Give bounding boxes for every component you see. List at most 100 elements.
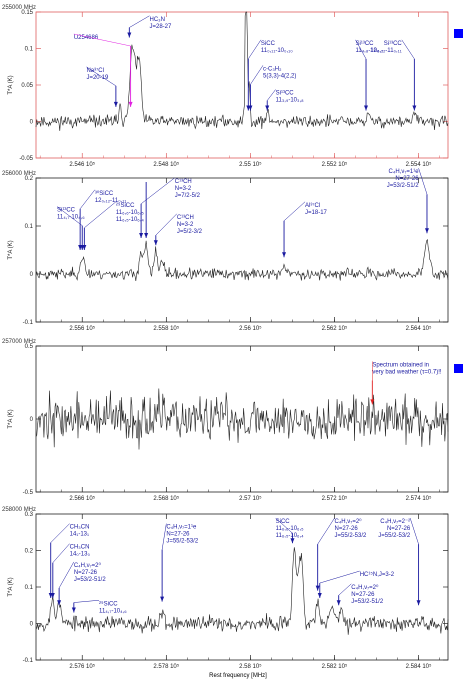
line-id-connector-4-1: [52, 543, 70, 563]
line-id-label-4-4-1: N=27-26: [166, 532, 190, 538]
line-id-connector-2-0: [79, 189, 96, 209]
spectrum-panel-2: 256000 MHz T*A (K) 2.556 10⁵ 2.558 10⁵ 2.56 …: [2, 168, 449, 332]
line-id-connector-1-2: [73, 33, 131, 47]
line-id-label-2-6-0: Al³⁷Cl: [305, 202, 320, 209]
x-tick-label-1-0: 2.546 10⁵: [69, 161, 95, 168]
line-id-connector-4-5: [275, 517, 293, 534]
line-id-arrowhead-2-4: [144, 233, 149, 238]
line-id-label-1-2-0: U254686: [74, 35, 99, 41]
line-id-label-2-0-0: ³⁰SiCC: [95, 190, 114, 197]
line-id-label-2-3-1: N=3-2: [175, 186, 192, 192]
line-id-connector-1-7: [401, 39, 415, 59]
line-id-connector-4-7: [319, 570, 360, 584]
line-id-label-4-3-0: ²⁹SiCC: [99, 600, 118, 607]
line-id-connector-1-0: [86, 66, 117, 87]
line-id-label-1-4-0: c-C₃H₂: [263, 66, 282, 72]
line-id-label-2-7-0: C₄H,ν₇=1¹e: [389, 169, 420, 175]
y-tick-label-2-0: -0.1: [23, 320, 34, 326]
y-tick-label-1-3: 0.1: [25, 47, 34, 53]
weather-note-arrowhead-3-0: [370, 399, 375, 405]
line-id-label-4-9-1: N=27-26: [387, 526, 411, 532]
y-tick-label-3-1: 0: [30, 417, 34, 423]
line-id-label-4-1-1: 14₀-13₀: [70, 552, 91, 558]
x-tick-label-3-4: 2.574 10⁵: [406, 495, 432, 502]
y-axis-label-2: T*A (K): [8, 240, 14, 259]
x-tick-label-2-2: 2.56 10⁵: [239, 325, 262, 332]
line-id-label-1-7-0: Si¹³CC: [384, 41, 403, 47]
y-axis-label-4: T*A (K): [8, 577, 14, 596]
line-id-connector-4-6: [317, 517, 335, 545]
line-id-label-1-1-1: J=28-27: [150, 24, 173, 30]
line-id-label-2-7-2: J=53/2-51/2: [387, 183, 420, 189]
line-id-label-4-5-1: 11₆,₆-10₆,₅: [276, 526, 304, 532]
x-tick-label-1-4: 2.554 10⁵: [406, 161, 432, 168]
line-id-label-4-7-0: HC¹⁵N,J=3-2: [360, 571, 395, 578]
y-tick-label-1-4: 0.15: [21, 10, 33, 16]
line-id-connector-2-5: [155, 213, 178, 236]
x-tick-label-2-3: 2.562 10⁵: [322, 325, 348, 332]
line-id-label-2-5-2: J=5/2-3/2: [177, 229, 203, 235]
line-id-label-4-2-1: N=27-26: [74, 570, 98, 576]
line-id-arrowhead-1-1: [127, 32, 132, 38]
y-tick-label-3-0: -0.5: [23, 490, 34, 496]
line-id-label-2-6-1: J=18-17: [305, 210, 328, 216]
spectrum-panel-1: 255000 MHz T*A (K) 2.546 10⁵ 2.548 10⁵ 2.55 …: [2, 5, 449, 168]
x-tick-label-3-3: 2.572 10⁵: [322, 495, 348, 502]
x-tick-label-3-2: 2.57 10⁵: [239, 495, 262, 502]
line-id-arrowhead-4-3: [71, 607, 76, 613]
line-id-label-4-9-0: C₄H,ν₇=2⁻²: [380, 519, 410, 525]
y-axis-label-3: T*A (K): [8, 409, 14, 428]
line-id-label-4-8-2: J=53/2-51/2: [351, 599, 384, 605]
panel-title-1: 255000 MHz: [2, 5, 36, 11]
y-tick-label-2-3: 0.2: [25, 176, 34, 182]
line-id-arrowhead-4-6: [315, 585, 320, 591]
spectrum-line-1: [35, 11, 449, 131]
line-id-connector-2-3: [140, 177, 175, 204]
line-id-label-4-2-0: C₄H,ν₇=2⁰: [74, 562, 102, 569]
y-tick-label-2-1: 0: [30, 272, 34, 278]
x-tick-label-4-2: 2.58 10⁵: [239, 663, 262, 670]
legend-square-third: [454, 364, 463, 373]
line-id-label-1-1-0: HC₃N: [150, 17, 165, 23]
line-id-label-1-7-1: 12₀,₁₂-11₀,₁₁: [370, 48, 402, 54]
plot-frame-2: [35, 177, 449, 323]
line-id-arrowhead-4-4: [160, 596, 165, 602]
line-id-arrowhead-4-5: [290, 538, 295, 544]
line-id-label-4-6-2: J=55/2-53/2: [334, 533, 367, 539]
line-id-arrowhead-2-5: [153, 240, 158, 246]
x-tick-label-4-4: 2.584 10⁵: [406, 663, 432, 670]
line-id-label-1-5-0: Si¹³CC: [276, 90, 295, 96]
x-tick-label-1-3: 2.552 10⁵: [322, 161, 348, 168]
line-id-label-2-1-1: 11₄,₇-10₄,₆: [57, 215, 85, 221]
y-tick-label-4-0: -0.1: [23, 658, 34, 664]
y-tick-label-4-2: 0.1: [25, 585, 34, 591]
line-id-label-2-7-1: N=27-26: [395, 176, 419, 182]
spectrum-line-3: [35, 388, 449, 450]
panel-title-3: 257000 MHz: [2, 339, 36, 345]
line-id-arrowhead-2-2: [82, 245, 87, 250]
line-id-label-4-8-0: C₄H,ν₇=2⁰: [351, 584, 379, 591]
line-id-connector-4-4: [161, 523, 167, 550]
line-id-connector-4-3: [73, 600, 100, 603]
line-id-arrowhead-2-7: [424, 228, 429, 234]
line-id-arrowhead-1-5: [265, 105, 270, 111]
spectrum-panel-4: 258000 MHz T*A (K) 2.576 10⁵ 2.578 10⁵ 2.58 …: [2, 507, 449, 670]
legend-square-top: [454, 29, 463, 38]
line-id-label-4-0-0: CH₃CN: [70, 525, 90, 531]
line-id-label-1-3-1: 11₀,₁₁-10₀,₁₀: [261, 48, 293, 54]
line-id-label-1-5-1: 11₃,₉-10₃,₈: [276, 97, 305, 103]
x-tick-label-2-1: 2.558 10⁵: [153, 325, 179, 332]
line-id-label-4-1-0: CH₃CN: [70, 545, 90, 551]
line-id-connector-4-9: [409, 518, 419, 545]
line-id-label-2-2-2: 11₆,₅-10₆,₄: [116, 217, 144, 223]
line-id-label-4-6-1: N=27-26: [334, 526, 358, 532]
line-id-label-4-8-1: N=27-26: [351, 592, 375, 598]
line-id-connector-1-4: [250, 65, 264, 85]
line-id-arrowhead-4-1: [50, 592, 55, 598]
x-tick-label-2-4: 2.564 10⁵: [406, 325, 432, 332]
line-id-label-1-0-0: Na³⁷Cl: [86, 67, 104, 74]
line-id-connector-1-5: [267, 89, 276, 101]
y-tick-label-3-2: 0.5: [25, 344, 34, 350]
line-id-connector-2-2: [84, 201, 117, 228]
